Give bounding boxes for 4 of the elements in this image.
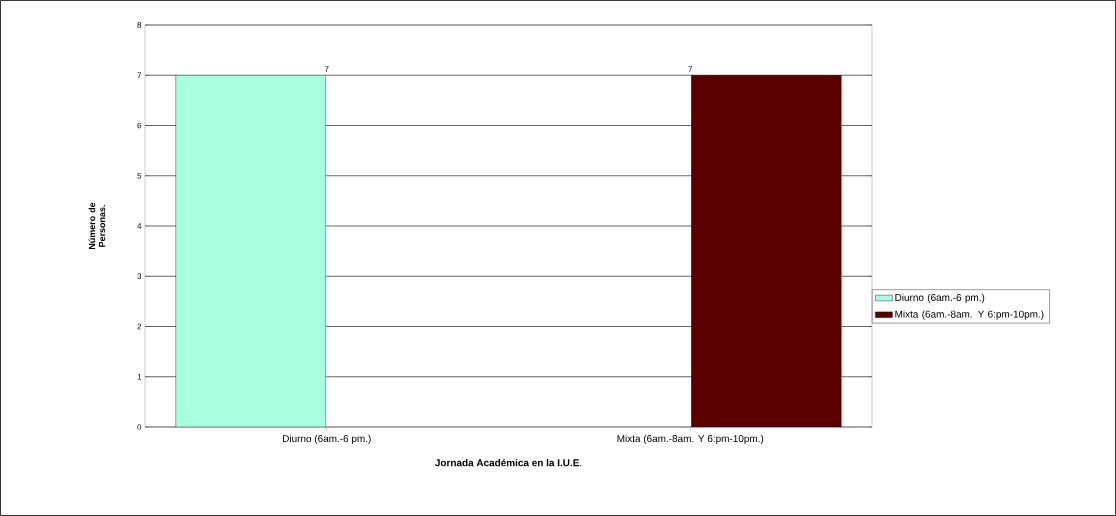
y-axis-title: Número de Personas. xyxy=(88,202,106,250)
x-axis-title: Jornada Académica en la I.U.E. xyxy=(435,458,582,467)
legend-label: Diurno (6am.-6 pm.) xyxy=(895,293,985,303)
legend-label: Mixta (6am.-8am. Y 6:pm-10pm.) xyxy=(895,310,1044,320)
